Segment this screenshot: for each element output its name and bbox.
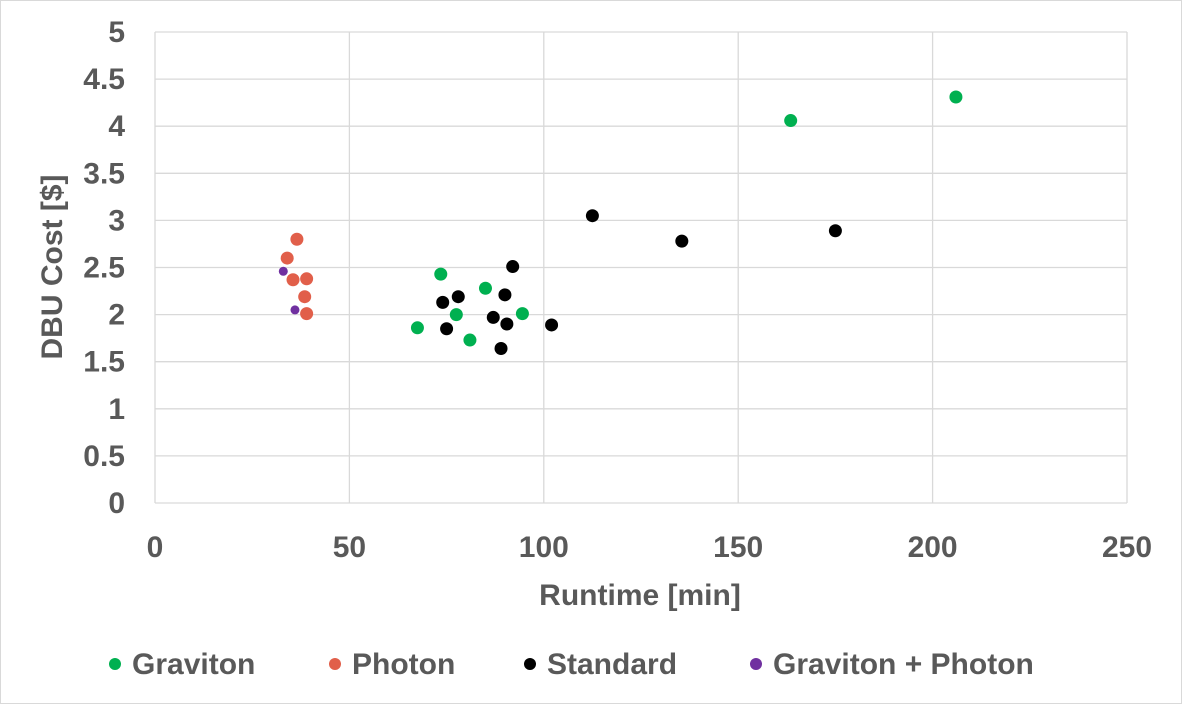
point-graviton [410, 321, 424, 335]
y-tick-label: 2.5 [83, 252, 125, 285]
y-tick-labels: 0 0.5 1 1.5 2 2.5 3 3.5 4 4.5 5 [83, 16, 125, 520]
x-axis-title: Runtime [min] [539, 579, 741, 612]
legend-marker-graviton-photon [750, 658, 762, 670]
x-tick-label: 0 [147, 531, 164, 564]
axes [154, 32, 1127, 504]
point-photon [280, 251, 294, 265]
point-graviton [463, 333, 477, 347]
point-graviton [784, 114, 798, 128]
y-tick-label: 4 [108, 110, 125, 143]
x-tick-label: 200 [908, 531, 958, 564]
point-standard [486, 310, 500, 324]
point-graviton [949, 90, 963, 104]
legend-label-photon: Photon [352, 648, 455, 681]
y-tick-label: 1.5 [83, 346, 125, 379]
point-standard [451, 290, 465, 304]
x-tick-labels: 0 50 100 150 200 250 [147, 531, 1152, 564]
point-photon [300, 307, 314, 321]
y-tick-label: 3.5 [83, 157, 125, 190]
point-standard [675, 234, 689, 248]
point-standard [585, 209, 599, 223]
legend-marker-standard [524, 658, 536, 670]
y-tick-label: 4.5 [83, 63, 125, 96]
y-tick-label: 3 [108, 204, 125, 237]
x-tick-label: 250 [1102, 531, 1152, 564]
y-axis-title: DBU Cost [$] [36, 175, 69, 360]
y-tick-label: 0.5 [83, 440, 125, 473]
point-graviton [478, 281, 492, 295]
y-tick-label: 0 [108, 487, 125, 520]
point-standard [440, 322, 454, 336]
point-graviton [449, 308, 463, 322]
point-photon [286, 273, 300, 287]
point-photon [298, 290, 312, 304]
x-tick-label: 150 [713, 531, 763, 564]
legend-label-graviton: Graviton [132, 648, 255, 681]
point-graviton-photon [290, 305, 300, 315]
point-standard [436, 295, 450, 309]
point-graviton [515, 307, 529, 321]
point-graviton [434, 267, 448, 281]
legend-marker-graviton [109, 658, 121, 670]
point-standard [545, 318, 559, 332]
gridlines [155, 31, 1128, 503]
y-tick-label: 1 [108, 393, 125, 426]
legend-label-graviton-photon: Graviton + Photon [773, 648, 1034, 681]
legend: Graviton Photon Standard Graviton + Phot… [109, 648, 1034, 681]
point-standard [828, 224, 842, 238]
legend-marker-photon [329, 658, 341, 670]
point-standard [500, 317, 514, 331]
legend-label-standard: Standard [547, 648, 677, 681]
point-standard [498, 288, 512, 302]
data-points [278, 90, 963, 356]
point-standard [506, 260, 520, 274]
x-tick-label: 100 [519, 531, 569, 564]
point-photon [300, 272, 314, 286]
point-standard [494, 342, 508, 356]
point-photon [290, 232, 304, 246]
x-tick-label: 50 [333, 531, 366, 564]
point-graviton-photon [278, 266, 288, 276]
y-tick-label: 5 [108, 16, 125, 49]
y-tick-label: 2 [108, 299, 125, 332]
